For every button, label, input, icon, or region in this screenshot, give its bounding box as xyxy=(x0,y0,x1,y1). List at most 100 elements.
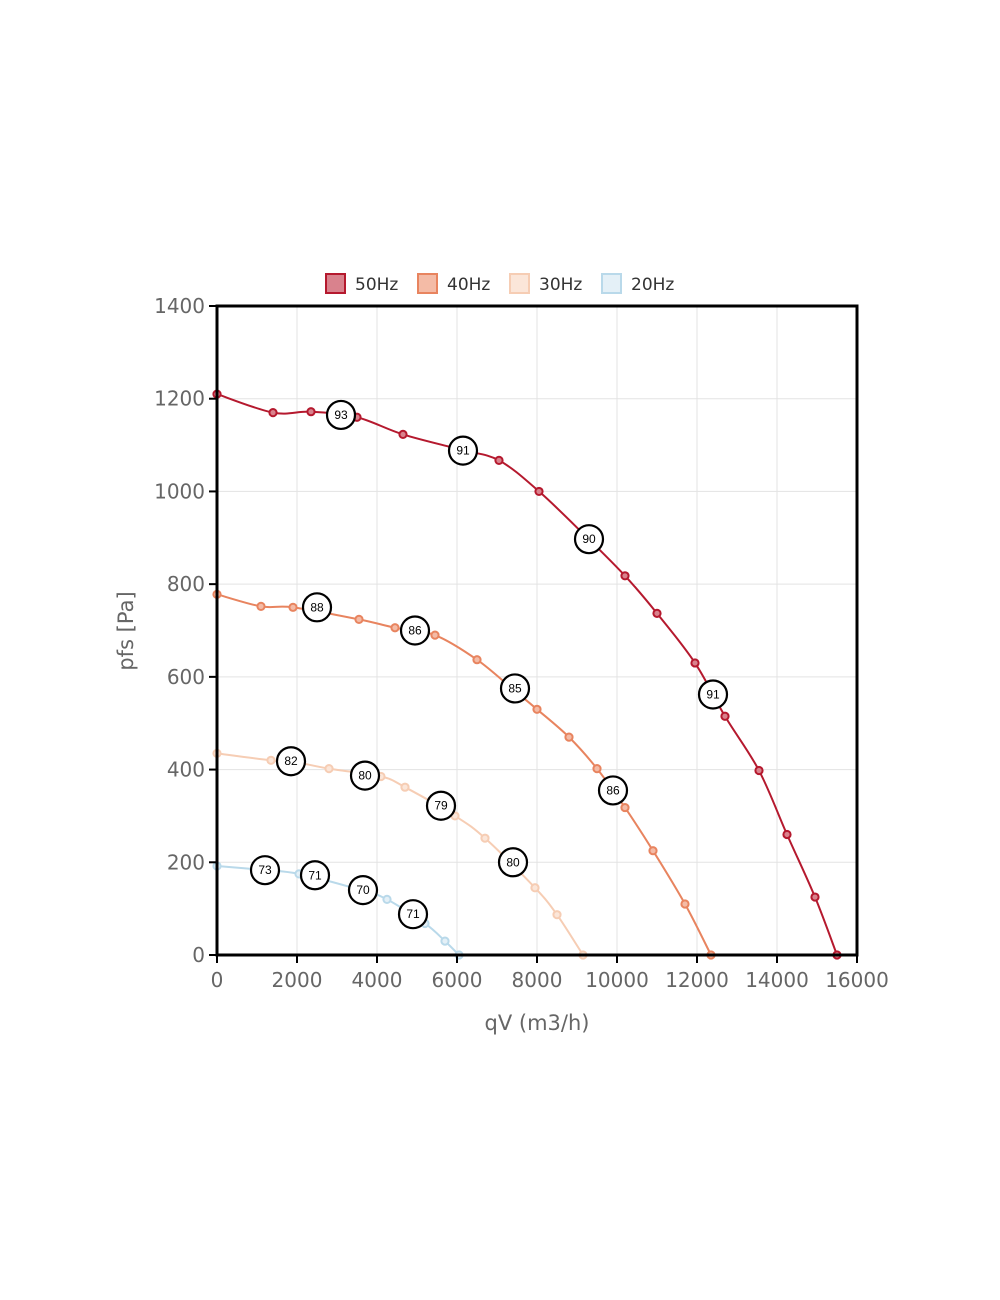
data-point xyxy=(592,764,602,774)
efficiency-label: 71 xyxy=(308,868,322,882)
data-point xyxy=(620,802,630,813)
efficiency-bubble xyxy=(697,679,729,710)
efficiency-label: 91 xyxy=(456,444,470,458)
efficiency-bubble xyxy=(275,746,307,777)
x-tick-label: 10000 xyxy=(585,968,649,992)
data-point xyxy=(810,892,820,902)
data-point xyxy=(288,602,298,612)
legend-swatch xyxy=(417,273,438,294)
legend-item-50Hz: 50Hz xyxy=(325,273,398,295)
data-point xyxy=(430,630,440,640)
x-tick-label: 2000 xyxy=(272,968,323,992)
data-point xyxy=(256,601,266,611)
efficiency-bubble xyxy=(299,860,331,891)
y-tick-label: 400 xyxy=(167,758,205,782)
legend-label: 30Hz xyxy=(539,275,582,295)
efficiency-bubble xyxy=(573,524,605,555)
data-point xyxy=(652,608,662,618)
y-axis-title: pfs [Pa] xyxy=(114,591,138,670)
legend-item-30Hz: 30Hz xyxy=(509,273,582,295)
data-point xyxy=(720,711,730,721)
data-point xyxy=(754,765,764,776)
axes: 0 2000 4000 6000 8000 10000 12000 14000 16000 0 20… xyxy=(154,294,889,992)
data-point xyxy=(648,846,658,856)
efficiency-bubble xyxy=(347,874,379,906)
legend-swatch xyxy=(325,273,346,294)
efficiency-bubble xyxy=(499,673,531,704)
legend-swatch xyxy=(601,273,622,294)
efficiency-label: 70 xyxy=(356,883,370,897)
data-point xyxy=(390,623,400,633)
legend-swatch xyxy=(509,273,530,294)
y-tick-label: 0 xyxy=(192,943,205,967)
y-tick-label: 200 xyxy=(167,850,205,874)
data-point xyxy=(472,655,482,665)
efficiency-bubble xyxy=(399,615,431,646)
efficiency-bubble xyxy=(249,855,281,886)
plot-frame xyxy=(215,304,859,957)
x-tick-label: 12000 xyxy=(665,968,729,992)
data-point xyxy=(268,408,278,418)
data-point xyxy=(530,883,540,893)
y-tick-label: 800 xyxy=(167,572,205,596)
efficiency-label: 80 xyxy=(358,769,372,783)
x-tick-label: 16000 xyxy=(825,968,889,992)
data-point xyxy=(382,894,392,904)
efficiency-bubble xyxy=(397,899,429,930)
x-tick-label: 4000 xyxy=(352,968,403,992)
series-line xyxy=(216,752,584,956)
efficiency-label: 82 xyxy=(284,754,298,768)
efficiency-label: 73 xyxy=(258,863,272,877)
efficiency-label: 93 xyxy=(334,408,348,422)
grid xyxy=(217,306,857,955)
efficiency-labels: 93 91 90 91 88 86 85 86 82 80 79 80 73 71 70 71 xyxy=(249,399,729,930)
data-point xyxy=(690,658,700,668)
data-point xyxy=(620,571,630,581)
efficiency-label: 88 xyxy=(310,600,324,614)
data-point xyxy=(680,899,690,909)
data-point xyxy=(324,764,334,774)
data-point xyxy=(532,704,542,714)
efficiency-label: 86 xyxy=(408,624,422,638)
data-point xyxy=(494,455,504,465)
data-point xyxy=(400,782,410,792)
series-30Hz xyxy=(212,748,588,960)
legend-item-20Hz: 20Hz xyxy=(601,273,674,295)
data-point xyxy=(266,755,276,765)
efficiency-label: 71 xyxy=(406,907,420,921)
efficiency-bubble xyxy=(425,790,457,821)
y-tick-label: 600 xyxy=(167,665,205,689)
efficiency-label: 86 xyxy=(606,783,620,797)
x-tick-label: 14000 xyxy=(745,968,809,992)
data-point xyxy=(480,833,490,843)
y-tick-label: 1200 xyxy=(154,387,205,411)
x-tick-label: 8000 xyxy=(512,968,563,992)
data-point xyxy=(564,732,574,742)
data-point xyxy=(440,936,450,946)
efficiency-label: 80 xyxy=(506,855,520,869)
efficiency-bubble xyxy=(497,847,529,878)
efficiency-label: 91 xyxy=(706,687,720,701)
data-point xyxy=(398,429,408,440)
efficiency-bubble xyxy=(349,760,381,791)
legend-label: 40Hz xyxy=(447,275,490,295)
data-point xyxy=(552,910,562,920)
y-tick-label: 1400 xyxy=(154,294,205,318)
efficiency-bubble xyxy=(447,435,479,466)
data-point xyxy=(782,829,792,840)
efficiency-bubble xyxy=(325,399,357,431)
data-point xyxy=(354,614,364,624)
efficiency-bubble xyxy=(301,592,333,623)
data-point xyxy=(306,407,316,417)
x-axis-title: qV (m3/h) xyxy=(485,1011,590,1035)
legend-label: 20Hz xyxy=(631,275,674,295)
legend-item-40Hz: 40Hz xyxy=(417,273,490,295)
legend: 50Hz 40Hz 30Hz 20Hz xyxy=(325,273,674,295)
efficiency-label: 79 xyxy=(434,799,448,813)
legend-label: 50Hz xyxy=(355,275,398,295)
x-tick-label: 0 xyxy=(211,968,224,992)
efficiency-label: 90 xyxy=(582,532,596,546)
efficiency-label: 85 xyxy=(508,681,522,695)
y-tick-label: 1000 xyxy=(154,479,205,503)
